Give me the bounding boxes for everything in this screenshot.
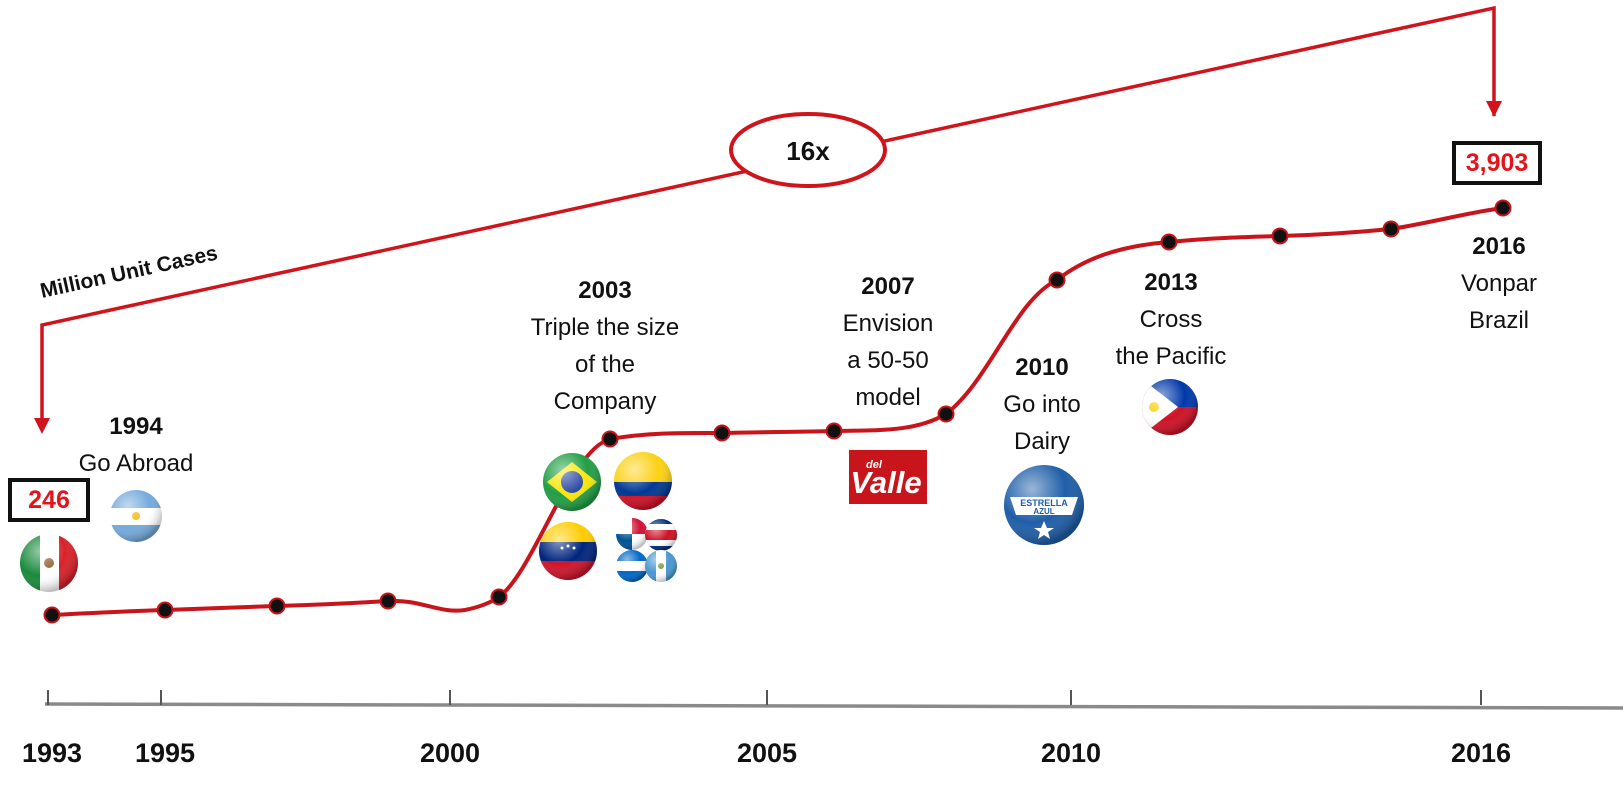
x-tick-label: 1993 [22,738,82,768]
milestone-text: Company [554,388,657,415]
x-axis: 1993 1995 2000 2005 2010 2016 [22,690,1623,768]
bracket-arrowhead-start [34,418,50,434]
x-ticks: 1993 1995 2000 2005 2010 2016 [22,690,1511,768]
bracket-arrowhead-end [1486,101,1502,117]
x-tick-label: 2010 [1041,738,1101,768]
milestone-year: 2016 [1472,233,1525,260]
milestone-2003: 2003 Triple the size of the Company [531,277,680,415]
flag-argentina [110,490,162,542]
flag-venezuela [539,522,597,580]
milestone-text: Envision [843,310,934,337]
milestone-year: 1994 [109,413,163,440]
x-tick-label: 2016 [1451,738,1511,768]
milestone-text: model [855,384,920,411]
x-axis-line [44,702,1623,710]
estrella-line1: ESTRELLA [1020,498,1068,508]
data-point [825,422,843,440]
del-valle-big: Valle [850,465,921,500]
data-point [1160,233,1178,251]
milestone-2016: 2016 Vonpar Brazil [1461,233,1537,334]
end-value-box: 3,903 [1452,141,1542,185]
data-point [713,424,731,442]
data-point [156,601,174,619]
growth-line [51,206,1504,617]
flag-costa-rica [645,519,677,551]
data-points [43,199,1512,624]
data-point [268,597,286,615]
flag-panama [616,518,648,550]
x-tick-label: 2005 [737,738,797,768]
milestone-text: of the [575,351,635,378]
milestone-text: a 50-50 [847,347,928,374]
milestone-text: Dairy [1014,428,1070,455]
end-value-label: 3,903 [1466,149,1529,177]
milestone-text: the Pacific [1116,343,1227,370]
data-point [1271,227,1289,245]
milestone-year: 2003 [578,277,631,304]
data-point [379,592,397,610]
start-value-box: 246 [8,478,90,522]
milestone-2007: 2007 Envision a 50-50 model [843,273,934,411]
milestone-text: Go Abroad [79,450,194,477]
milestone-year: 2013 [1144,269,1197,296]
x-tick-label: 2000 [420,738,480,768]
milestones: 1994 Go Abroad 2003 Triple the size of the Co… [79,233,1537,477]
estrella-line2: AZUL [1033,507,1054,516]
milestone-year: 2010 [1015,354,1068,381]
flag-philippines [1142,379,1198,435]
data-point [1382,220,1400,238]
growth-bracket: Million Unit Cases 16x [34,5,1502,434]
start-value-label: 246 [28,486,70,514]
data-point [601,430,619,448]
milestone-2010: 2010 Go into Dairy [1003,354,1080,455]
del-valle-small: del [866,459,883,471]
milestone-1994: 1994 Go Abroad [79,413,194,477]
milestone-text: Triple the size [531,314,680,341]
multiplier-label: 16x [786,136,830,166]
estrella-azul-logo: ESTRELLA AZUL [1004,465,1084,545]
flag-brazil [543,453,601,511]
bracket-line [40,5,1496,425]
flag-guatemala [645,550,677,582]
x-tick-label: 1995 [135,738,195,768]
data-point [1494,199,1512,217]
flag-nicaragua [616,550,648,582]
milestone-text: Go into [1003,391,1080,418]
data-point [490,588,508,606]
flag-colombia [614,452,672,510]
milestone-text: Brazil [1469,307,1529,334]
milestone-text: Vonpar [1461,270,1537,297]
data-point [1048,271,1066,289]
milestone-2013: 2013 Cross the Pacific [1116,269,1227,370]
data-point [937,405,955,423]
milestone-text: Cross [1140,306,1203,333]
milestone-year: 2007 [861,273,914,300]
flag-mexico [20,534,78,592]
multiplier-ellipse [729,112,887,188]
del-valle-logo: del Valle [849,450,927,504]
data-point [43,606,61,624]
